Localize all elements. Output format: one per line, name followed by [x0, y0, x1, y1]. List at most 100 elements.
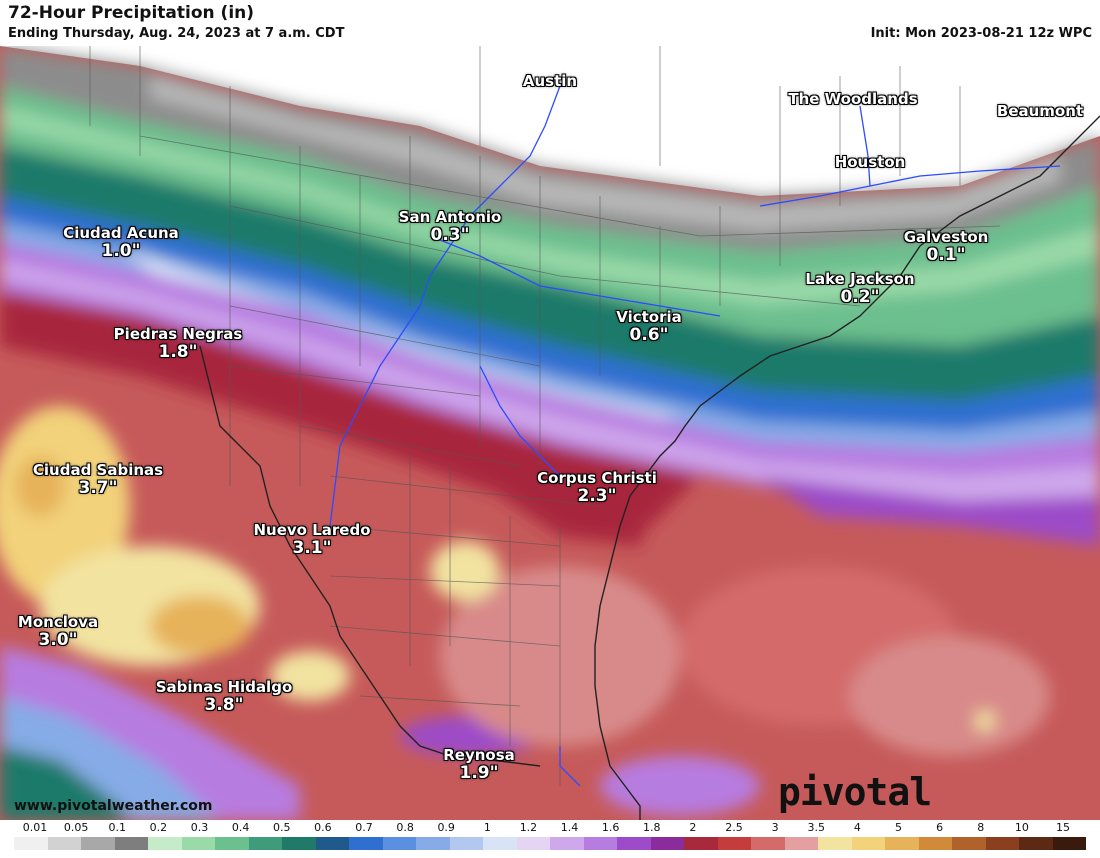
- legend-label: 1.6: [601, 821, 620, 834]
- legend-label: 3: [771, 821, 779, 834]
- init-time: Init: Mon 2023-08-21 12z WPC: [870, 26, 1092, 41]
- legend-swatch: [717, 837, 751, 850]
- city-label: Ciudad Sabinas 3.7": [33, 461, 163, 497]
- city-precip-value: 3.0": [38, 630, 78, 650]
- county-borders: [89, 46, 1001, 786]
- legend-swatch: [382, 837, 416, 850]
- legend-label: 1.8: [643, 821, 661, 834]
- map-header: 72-Hour Precipitation (in) Ending Thursd…: [0, 0, 1100, 46]
- city-name: Nuevo Laredo: [253, 521, 371, 539]
- city-name: Ciudad Acuna: [63, 224, 179, 242]
- legend-label: 0.1: [108, 821, 126, 834]
- legend-label: 4: [853, 821, 861, 834]
- city-name: Ciudad Sabinas: [32, 461, 164, 479]
- city-name: Piedras Negras: [113, 325, 243, 343]
- city-label: Piedras Negras 1.8": [114, 325, 243, 361]
- legend-label: 0.9: [437, 821, 455, 834]
- city-name: Reynosa: [443, 746, 515, 764]
- city-label: Lake Jackson 0.2": [805, 270, 914, 306]
- legend-label: 0.4: [231, 821, 250, 834]
- legend-swatch: [148, 837, 182, 850]
- city-name: Sabinas Hidalgo: [155, 678, 293, 696]
- legend-labels: 0.01 0.05 0.1 0.2 0.3 0.4 0.5 0.6 0.7 0.8 0.9 1 1.2 1…: [0, 820, 1100, 836]
- city-precip-value: 0.1": [926, 245, 966, 265]
- city-precip-value: 0.2": [840, 287, 880, 307]
- legend-swatch: [1019, 837, 1053, 850]
- legend-swatch: [416, 837, 450, 850]
- city-label: Nuevo Laredo 3.1": [253, 521, 370, 557]
- city-name: Austin: [522, 72, 578, 90]
- legend-swatch: [181, 837, 215, 850]
- legend-label: 2.5: [725, 821, 743, 834]
- legend-swatch: [1052, 837, 1086, 850]
- city-label: Monclova 3.0": [18, 613, 98, 649]
- legend-swatch: [885, 837, 919, 850]
- precipitation-map: [0, 46, 1100, 820]
- city-precip-value: 0.6": [629, 325, 669, 345]
- legend-label: 0.01: [22, 821, 48, 834]
- legend-label: 0.3: [190, 821, 209, 834]
- legend-label: 0.8: [396, 821, 414, 834]
- city-precip-value: 1.8": [158, 342, 198, 362]
- legend-label: 1: [483, 821, 491, 834]
- precip-field: [0, 46, 1100, 820]
- legend-label: 6: [936, 821, 944, 834]
- precip-legend: 0.01 0.05 0.1 0.2 0.3 0.4 0.5 0.6 0.7 0.8 0.9 1 1.2 1…: [0, 820, 1100, 850]
- city-label: Sabinas Hidalgo 3.8": [156, 678, 293, 714]
- city-name: Lake Jackson: [805, 270, 915, 288]
- city-precip-value: 1.0": [101, 241, 141, 261]
- legend-label: 3.5: [807, 821, 826, 834]
- valid-time: Ending Thursday, Aug. 24, 2023 at 7 a.m.…: [8, 26, 345, 41]
- city-precip-value: 3.1": [292, 538, 332, 558]
- legend-swatch: [684, 837, 718, 850]
- legend-swatch: [14, 837, 48, 850]
- legend-label: 1.2: [519, 821, 538, 834]
- city-precip-value: 0.3": [430, 225, 470, 245]
- city-label: The Woodlands: [788, 90, 917, 108]
- legend-swatch: [349, 837, 383, 850]
- city-name: Galveston: [903, 228, 989, 246]
- legend-label: 0.2: [149, 821, 168, 834]
- legend-swatch: [751, 837, 785, 850]
- legend-swatch: [483, 837, 517, 850]
- legend-label: 1.4: [560, 821, 579, 834]
- legend-swatch: [114, 837, 148, 850]
- city-label: Austin: [523, 72, 577, 90]
- legend-swatch: [784, 837, 818, 850]
- city-name: The Woodlands: [788, 90, 918, 108]
- city-label: Corpus Christi 2.3": [537, 469, 657, 505]
- legend-swatch: [818, 837, 852, 850]
- city-label: Beaumont: [997, 102, 1083, 120]
- city-label: Ciudad Acuna 1.0": [63, 224, 179, 260]
- map-title: 72-Hour Precipitation (in): [8, 3, 255, 23]
- city-label: Reynosa 1.9": [443, 746, 515, 782]
- city-label: Galveston 0.1": [904, 228, 989, 264]
- legend-swatch: [81, 837, 115, 850]
- legend-label: 5: [895, 821, 903, 834]
- legend-swatch: [516, 837, 550, 850]
- legend-swatch: [449, 837, 483, 850]
- legend-label: 0.05: [63, 821, 89, 834]
- legend-label: 15: [1056, 821, 1070, 834]
- city-label: Houston: [835, 153, 906, 171]
- legend-swatch: [315, 837, 349, 850]
- legend-swatch: [583, 837, 617, 850]
- legend-label: 2: [689, 821, 697, 834]
- coastline: [199, 115, 1100, 820]
- legend-label: 8: [977, 821, 985, 834]
- rivers: [329, 85, 1061, 787]
- legend-swatch: [851, 837, 885, 850]
- legend-swatch: [550, 837, 584, 850]
- city-name: San Antonio: [398, 208, 502, 226]
- city-name: Victoria: [616, 308, 682, 326]
- legend-swatch: [650, 837, 684, 850]
- city-precip-value: 3.7": [78, 478, 118, 498]
- site-url[interactable]: www.pivotalweather.com: [14, 798, 213, 814]
- legend-label: 0.6: [314, 821, 332, 834]
- city-name: Houston: [834, 153, 906, 171]
- legend-label: 0.5: [272, 821, 291, 834]
- legend-swatch: [985, 837, 1019, 850]
- city-name: Corpus Christi: [537, 469, 657, 487]
- city-precip-value: 3.8": [204, 695, 244, 715]
- legend-swatch: [952, 837, 986, 850]
